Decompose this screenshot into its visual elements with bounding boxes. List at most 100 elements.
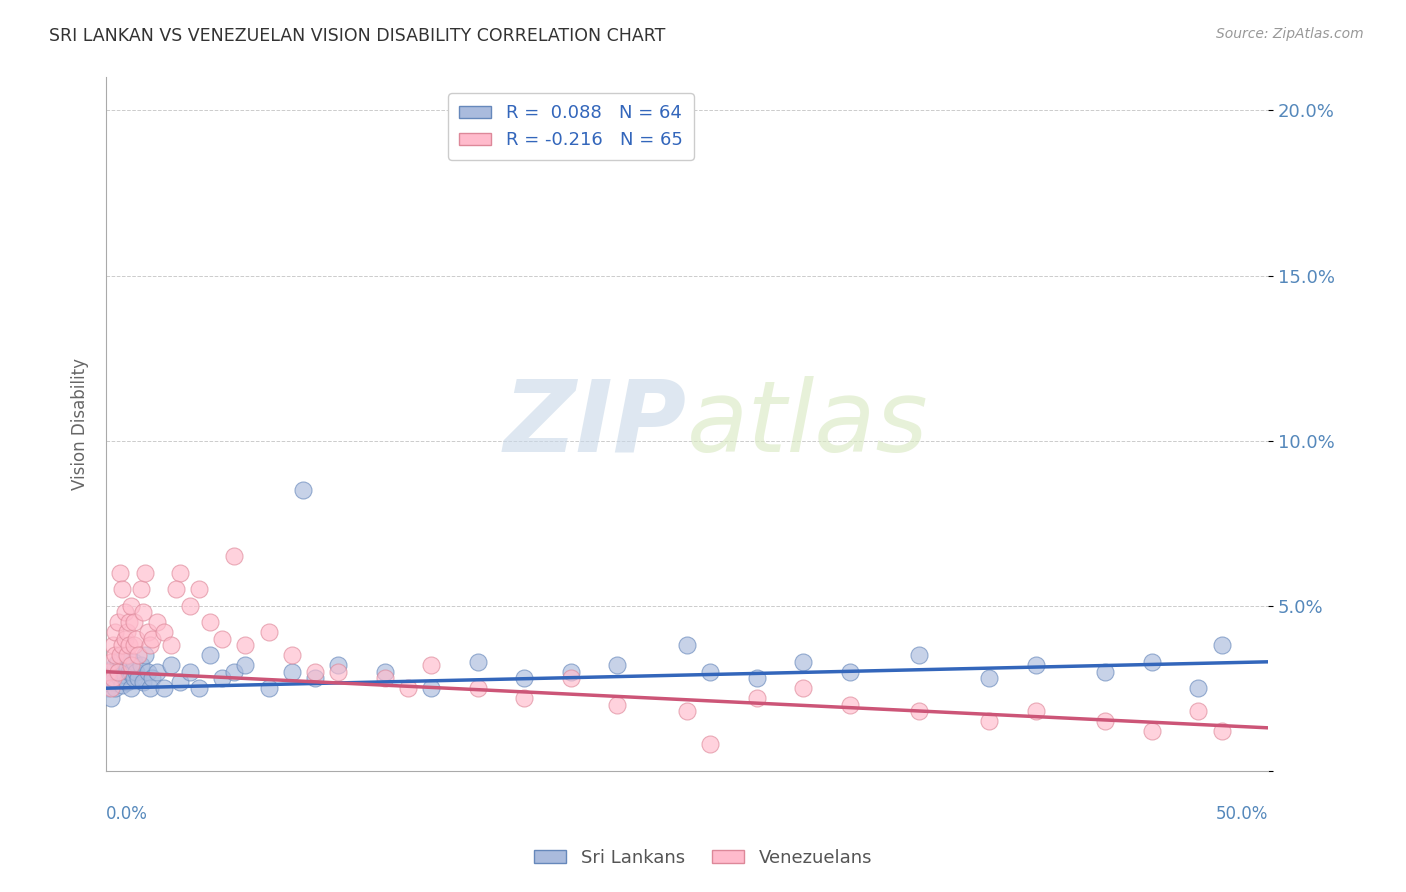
Point: [118, 615, 141, 630]
Point: [560, 665, 582, 679]
Point: [114, 632, 136, 646]
Point: [396, 681, 419, 696]
Point: [141, 632, 163, 646]
Point: [745, 671, 768, 685]
Point: [222, 549, 245, 563]
Point: [121, 681, 143, 696]
Point: [134, 648, 156, 663]
Point: [513, 671, 536, 685]
Point: [235, 638, 257, 652]
Point: [132, 674, 155, 689]
Point: [328, 665, 350, 679]
Point: [97, 681, 120, 696]
Text: ZIP: ZIP: [503, 376, 688, 473]
Point: [153, 681, 176, 696]
Legend: Sri Lankans, Venezuelans: Sri Lankans, Venezuelans: [526, 842, 880, 874]
Point: [169, 674, 191, 689]
Point: [139, 638, 162, 652]
Point: [111, 638, 134, 652]
Point: [160, 658, 183, 673]
Point: [676, 704, 699, 718]
Point: [328, 658, 350, 673]
Point: [107, 615, 129, 630]
Point: [699, 737, 721, 751]
Text: 0.0%: 0.0%: [105, 805, 148, 823]
Point: [1211, 638, 1233, 652]
Point: [1025, 658, 1047, 673]
Point: [129, 658, 152, 673]
Point: [115, 625, 138, 640]
Point: [125, 632, 148, 646]
Point: [699, 665, 721, 679]
Point: [121, 599, 143, 613]
Point: [125, 665, 148, 679]
Point: [121, 658, 143, 673]
Point: [136, 665, 159, 679]
Point: [908, 648, 931, 663]
Point: [374, 665, 396, 679]
Point: [111, 648, 134, 663]
Point: [374, 671, 396, 685]
Point: [108, 648, 131, 663]
Point: [908, 704, 931, 718]
Point: [101, 671, 124, 685]
Point: [122, 638, 145, 652]
Point: [101, 674, 124, 689]
Point: [108, 566, 131, 580]
Point: [107, 668, 129, 682]
Point: [136, 625, 159, 640]
Point: [979, 714, 1001, 729]
Point: [606, 658, 628, 673]
Point: [792, 681, 814, 696]
Point: [1140, 724, 1163, 739]
Legend: R =  0.088   N = 64, R = -0.216   N = 65: R = 0.088 N = 64, R = -0.216 N = 65: [449, 94, 693, 160]
Point: [100, 681, 122, 696]
Point: [139, 681, 162, 696]
Point: [114, 655, 136, 669]
Point: [153, 625, 176, 640]
Point: [606, 698, 628, 712]
Point: [304, 671, 326, 685]
Point: [141, 671, 163, 685]
Point: [235, 658, 257, 673]
Point: [160, 638, 183, 652]
Point: [104, 625, 127, 640]
Point: [104, 658, 127, 673]
Point: [257, 625, 280, 640]
Point: [122, 671, 145, 685]
Point: [146, 615, 169, 630]
Point: [281, 665, 304, 679]
Point: [792, 655, 814, 669]
Point: [129, 582, 152, 597]
Point: [169, 566, 191, 580]
Point: [1187, 704, 1209, 718]
Point: [745, 691, 768, 706]
Point: [257, 681, 280, 696]
Point: [114, 668, 136, 682]
Point: [127, 648, 149, 663]
Point: [104, 681, 127, 696]
Point: [100, 655, 122, 669]
Point: [122, 655, 145, 669]
Point: [838, 698, 860, 712]
Point: [146, 665, 169, 679]
Point: [1140, 655, 1163, 669]
Point: [211, 632, 233, 646]
Point: [108, 671, 131, 685]
Point: [292, 483, 315, 497]
Point: [115, 674, 138, 689]
Point: [211, 671, 233, 685]
Point: [111, 678, 134, 692]
Point: [104, 648, 127, 663]
Point: [118, 638, 141, 652]
Point: [100, 671, 122, 685]
Point: [979, 671, 1001, 685]
Point: [111, 582, 134, 597]
Point: [1211, 724, 1233, 739]
Point: [121, 665, 143, 679]
Point: [467, 655, 489, 669]
Point: [281, 648, 304, 663]
Point: [222, 665, 245, 679]
Point: [420, 658, 443, 673]
Point: [304, 665, 326, 679]
